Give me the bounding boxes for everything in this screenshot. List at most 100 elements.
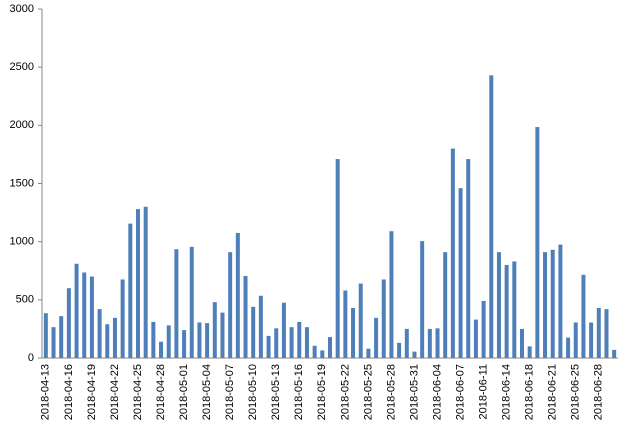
x-tick-label: 2018-05-25 <box>362 364 374 420</box>
bar <box>450 148 455 358</box>
bar <box>397 342 402 358</box>
bar <box>166 325 171 358</box>
x-tick-label: 2018-05-31 <box>408 364 420 420</box>
bar <box>335 159 340 358</box>
bar <box>189 246 194 358</box>
x-tick-label: 2018-05-13 <box>270 364 282 420</box>
y-tick-label: 2500 <box>10 61 34 73</box>
bar <box>520 328 524 358</box>
bar <box>466 159 471 358</box>
bar <box>128 223 133 358</box>
bar <box>143 206 148 358</box>
bar <box>343 290 348 358</box>
y-tick-label: 1000 <box>10 236 34 248</box>
x-tick-label: 2018-05-04 <box>201 364 213 420</box>
bar <box>489 75 494 358</box>
x-tick-label: 2018-04-28 <box>155 364 167 420</box>
x-tick-label: 2018-06-18 <box>524 364 536 420</box>
bar <box>612 349 617 358</box>
bar <box>404 328 409 358</box>
bar <box>151 321 156 358</box>
bar <box>573 322 578 358</box>
bar <box>281 302 286 358</box>
bar <box>220 312 225 358</box>
x-tick-label: 2018-06-25 <box>570 364 582 420</box>
y-tick-label: 1500 <box>10 177 34 189</box>
x-tick-label: 2018-05-19 <box>316 364 328 420</box>
bar <box>389 231 394 358</box>
x-tick-label: 2018-04-22 <box>109 364 121 420</box>
bar <box>89 276 94 358</box>
x-tick-label: 2018-04-13 <box>40 364 52 420</box>
bar <box>212 302 217 358</box>
bar <box>197 322 202 358</box>
bar <box>120 279 125 358</box>
bar <box>358 283 363 358</box>
bar <box>512 261 517 358</box>
bar <box>251 306 256 358</box>
bar <box>420 241 425 358</box>
bar <box>374 317 379 358</box>
bar <box>535 127 540 358</box>
bar <box>43 313 48 358</box>
bar <box>581 274 586 358</box>
bar <box>304 327 309 358</box>
bar <box>589 322 594 358</box>
bar <box>527 346 532 358</box>
bar <box>297 321 302 358</box>
y-tick-label: 500 <box>16 294 34 306</box>
bar <box>366 348 371 358</box>
bar <box>266 335 271 358</box>
bar <box>381 279 386 358</box>
bar <box>320 350 325 358</box>
bar <box>105 324 110 358</box>
x-tick-label: 2018-06-28 <box>593 364 605 420</box>
bar <box>243 275 248 358</box>
bar <box>258 295 263 358</box>
bar <box>543 252 548 358</box>
x-tick-label: 2018-04-16 <box>63 364 75 420</box>
y-tick-label: 2000 <box>10 119 34 131</box>
bar <box>136 209 140 358</box>
bar <box>550 249 555 358</box>
x-tick-label: 2018-04-19 <box>86 364 98 420</box>
bar <box>435 328 440 358</box>
bar <box>351 307 356 358</box>
bar <box>182 330 187 358</box>
x-tick-label: 2018-06-11 <box>478 364 490 419</box>
y-tick-label: 3000 <box>10 3 34 15</box>
x-tick-label: 2018-05-10 <box>247 364 259 420</box>
bar <box>328 337 332 358</box>
bar <box>174 249 179 358</box>
bar <box>289 327 294 358</box>
x-tick-label: 2018-05-16 <box>293 364 305 420</box>
bar <box>481 300 486 358</box>
x-tick-label: 2018-05-22 <box>339 364 351 420</box>
bar <box>596 307 601 358</box>
x-tick-label: 2018-04-25 <box>132 364 144 420</box>
bar <box>496 252 501 358</box>
bar <box>228 252 233 358</box>
bar <box>235 232 240 358</box>
x-tick-label: 2018-06-14 <box>501 364 513 420</box>
x-tick-label: 2018-06-21 <box>547 364 559 420</box>
x-tick-label: 2018-05-28 <box>385 364 397 420</box>
bar <box>312 345 317 358</box>
x-tick-label: 2018-06-07 <box>454 364 466 420</box>
bar <box>604 309 609 358</box>
bar <box>458 188 463 358</box>
y-tick-label: 0 <box>28 352 34 364</box>
bar <box>473 319 478 358</box>
x-tick-label: 2018-05-07 <box>224 364 236 420</box>
bar <box>51 327 56 358</box>
bar <box>443 252 448 358</box>
bar <box>566 337 571 358</box>
bar <box>205 323 210 358</box>
bar <box>504 264 509 358</box>
x-tick-label: 2018-06-04 <box>431 364 443 420</box>
bar <box>412 351 417 358</box>
bar <box>59 316 64 358</box>
bar <box>97 309 102 358</box>
bar <box>558 244 563 358</box>
